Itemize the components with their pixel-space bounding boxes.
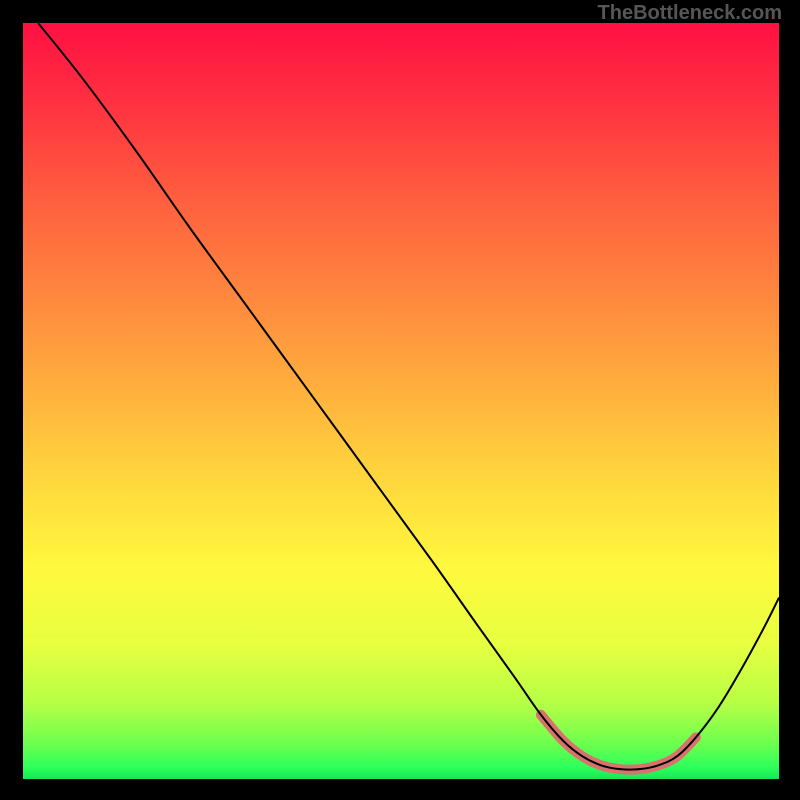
chart-svg [23,23,779,779]
chart-frame: TheBottleneck.com [0,0,800,800]
watermark-text: TheBottleneck.com [598,2,782,25]
gradient-background [23,23,779,779]
plot-area [23,23,779,779]
